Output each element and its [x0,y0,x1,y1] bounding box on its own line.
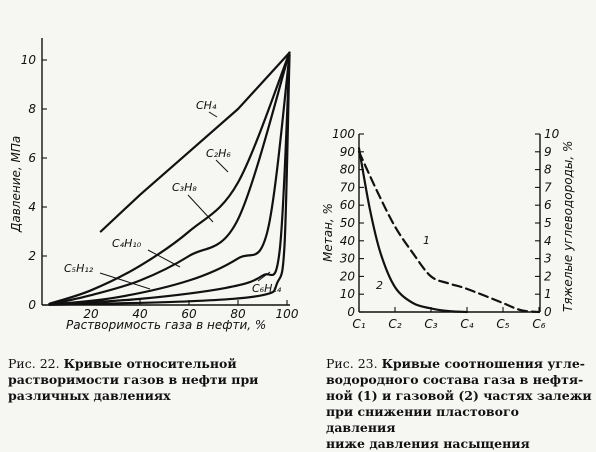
chart1-ytick-label: 10 [21,53,37,67]
caption-fig23: Рис. 23. Кривые соотношения угле- водоро… [326,356,592,452]
chart1-x-axis-title: Растворимость газа в нефти, % [66,318,266,332]
caption-fig22-label: Рис. 22. [8,356,60,371]
caption-fig23-line-2: ной (1) и газовой (2) частях залежи [326,388,592,403]
chart2-xtick-label: C₂ [388,317,401,331]
chart1-ytick-label: 8 [28,102,36,116]
chart2-ytick-label: 50 [340,216,356,230]
leader-ch4 [208,111,218,118]
chart2-xtick-label: C₁ [352,317,365,331]
chart2-series-line-2 [357,147,469,314]
series-label-c6h14: C₆H₁₄ [252,282,282,295]
chart2-y2tick-label: 10 [544,127,560,141]
chart1-ytick-label: 0 [28,298,36,312]
chart2-y2tick-label: 2 [544,269,552,283]
chart2-y2tick-label: 3 [544,252,552,266]
chart1-xtick-label: 60 [181,307,197,321]
caption-fig23-line-3: при снижении пластового давления [326,404,519,435]
chart2-y2tick-label: 1 [544,287,552,301]
series-label-c3h8: C₃H₈ [172,181,197,194]
leader-c3h8 [187,194,214,223]
caption-fig23-line-1: водородного состава газа в нефтя- [326,372,584,387]
leader-c2h6 [215,159,229,173]
chart1-series-line-1 [48,51,291,305]
chart2-xtick-label: C₆ [532,317,545,331]
chart2-y2tick-label: 8 [544,163,552,177]
leader-c5h12 [99,272,151,290]
chart2-ytick-label: 80 [340,163,356,177]
chart2-y2tick-label: 0 [544,305,552,319]
chart1-series-line-3 [48,54,291,306]
chart1-ytick-label: 4 [28,200,36,214]
chart2-y2tick-label: 6 [544,198,552,212]
chart2-ytick-label: 30 [340,252,356,266]
caption-fig23-line-4: ниже давления насыщения [326,436,530,451]
chart2-y2tick-label: 7 [544,180,552,194]
chart1-series-line-4 [48,54,291,306]
chart2-ytick-label: 70 [340,180,356,194]
chart2-ytick-label: 20 [340,269,356,283]
series-label-c4h10: C₄H₁₀ [112,237,142,250]
chart2-ytick-label: 40 [340,234,356,248]
chart1-series-line-2 [48,51,291,306]
chart2-y-axis-title: Метан, % [321,203,335,262]
chart2-series-line-1 [357,150,541,314]
caption-fig22-text: Кривые относительной растворимости газов… [8,356,259,403]
leader-c6h14 [257,271,271,282]
solubility-chart: 0 2 4 6 8 10 20 40 60 80 100 Давление, МПа Раство… [9,38,299,332]
chart2-ytick-label: 100 [332,127,355,141]
chart1-ytick-label: 6 [28,151,36,165]
chart1-xtick-label: 80 [230,307,246,321]
chart1-xtick-label: 100 [276,307,299,321]
composition-chart: 0 10 20 30 40 50 60 70 80 90 100 0 1 2 3 4 5 6 7 8 9 10 C₁ C₂… [321,127,575,331]
series-label-2: 2 [376,279,383,292]
series-label-1: 1 [423,234,430,247]
series-label-c5h12: C₅H₁₂ [64,262,94,275]
chart2-xtick-label: C₄ [460,317,473,331]
chart1-y-axis-title: Давление, МПа [9,136,23,233]
chart2-xtick-label: C₅ [496,317,509,331]
leader-c4h10 [147,249,181,268]
chart1-xtick-label: 20 [83,307,99,321]
chart2-ytick-label: 60 [340,198,356,212]
chart2-y2tick-label: 5 [544,216,552,230]
caption-fig22: Рис. 22. Кривые относительной растворимо… [8,356,318,404]
chart2-ytick-label: 0 [347,305,355,319]
chart1-series-line-0 [99,51,291,233]
caption-fig23-label: Рис. 23. [326,356,378,371]
series-label-c2h6: C₂H₆ [206,147,231,160]
caption-fig23-line-0: Кривые соотношения угле- [381,356,585,371]
chart1-xtick-label: 40 [132,307,148,321]
chart1-series-line-5 [48,54,291,306]
chart2-ytick-label: 90 [340,145,356,159]
chart2-xtick-label: C₃ [424,317,437,331]
chart2-ytick-label: 10 [340,287,356,301]
chart2-y2-axis-title: Тяжелые углеводороды, % [561,141,575,312]
chart2-y2tick-label: 4 [544,234,552,248]
chart1-ytick-label: 2 [28,249,36,263]
chart2-y2tick-label: 9 [544,145,552,159]
series-label-ch4: CH₄ [196,99,217,112]
